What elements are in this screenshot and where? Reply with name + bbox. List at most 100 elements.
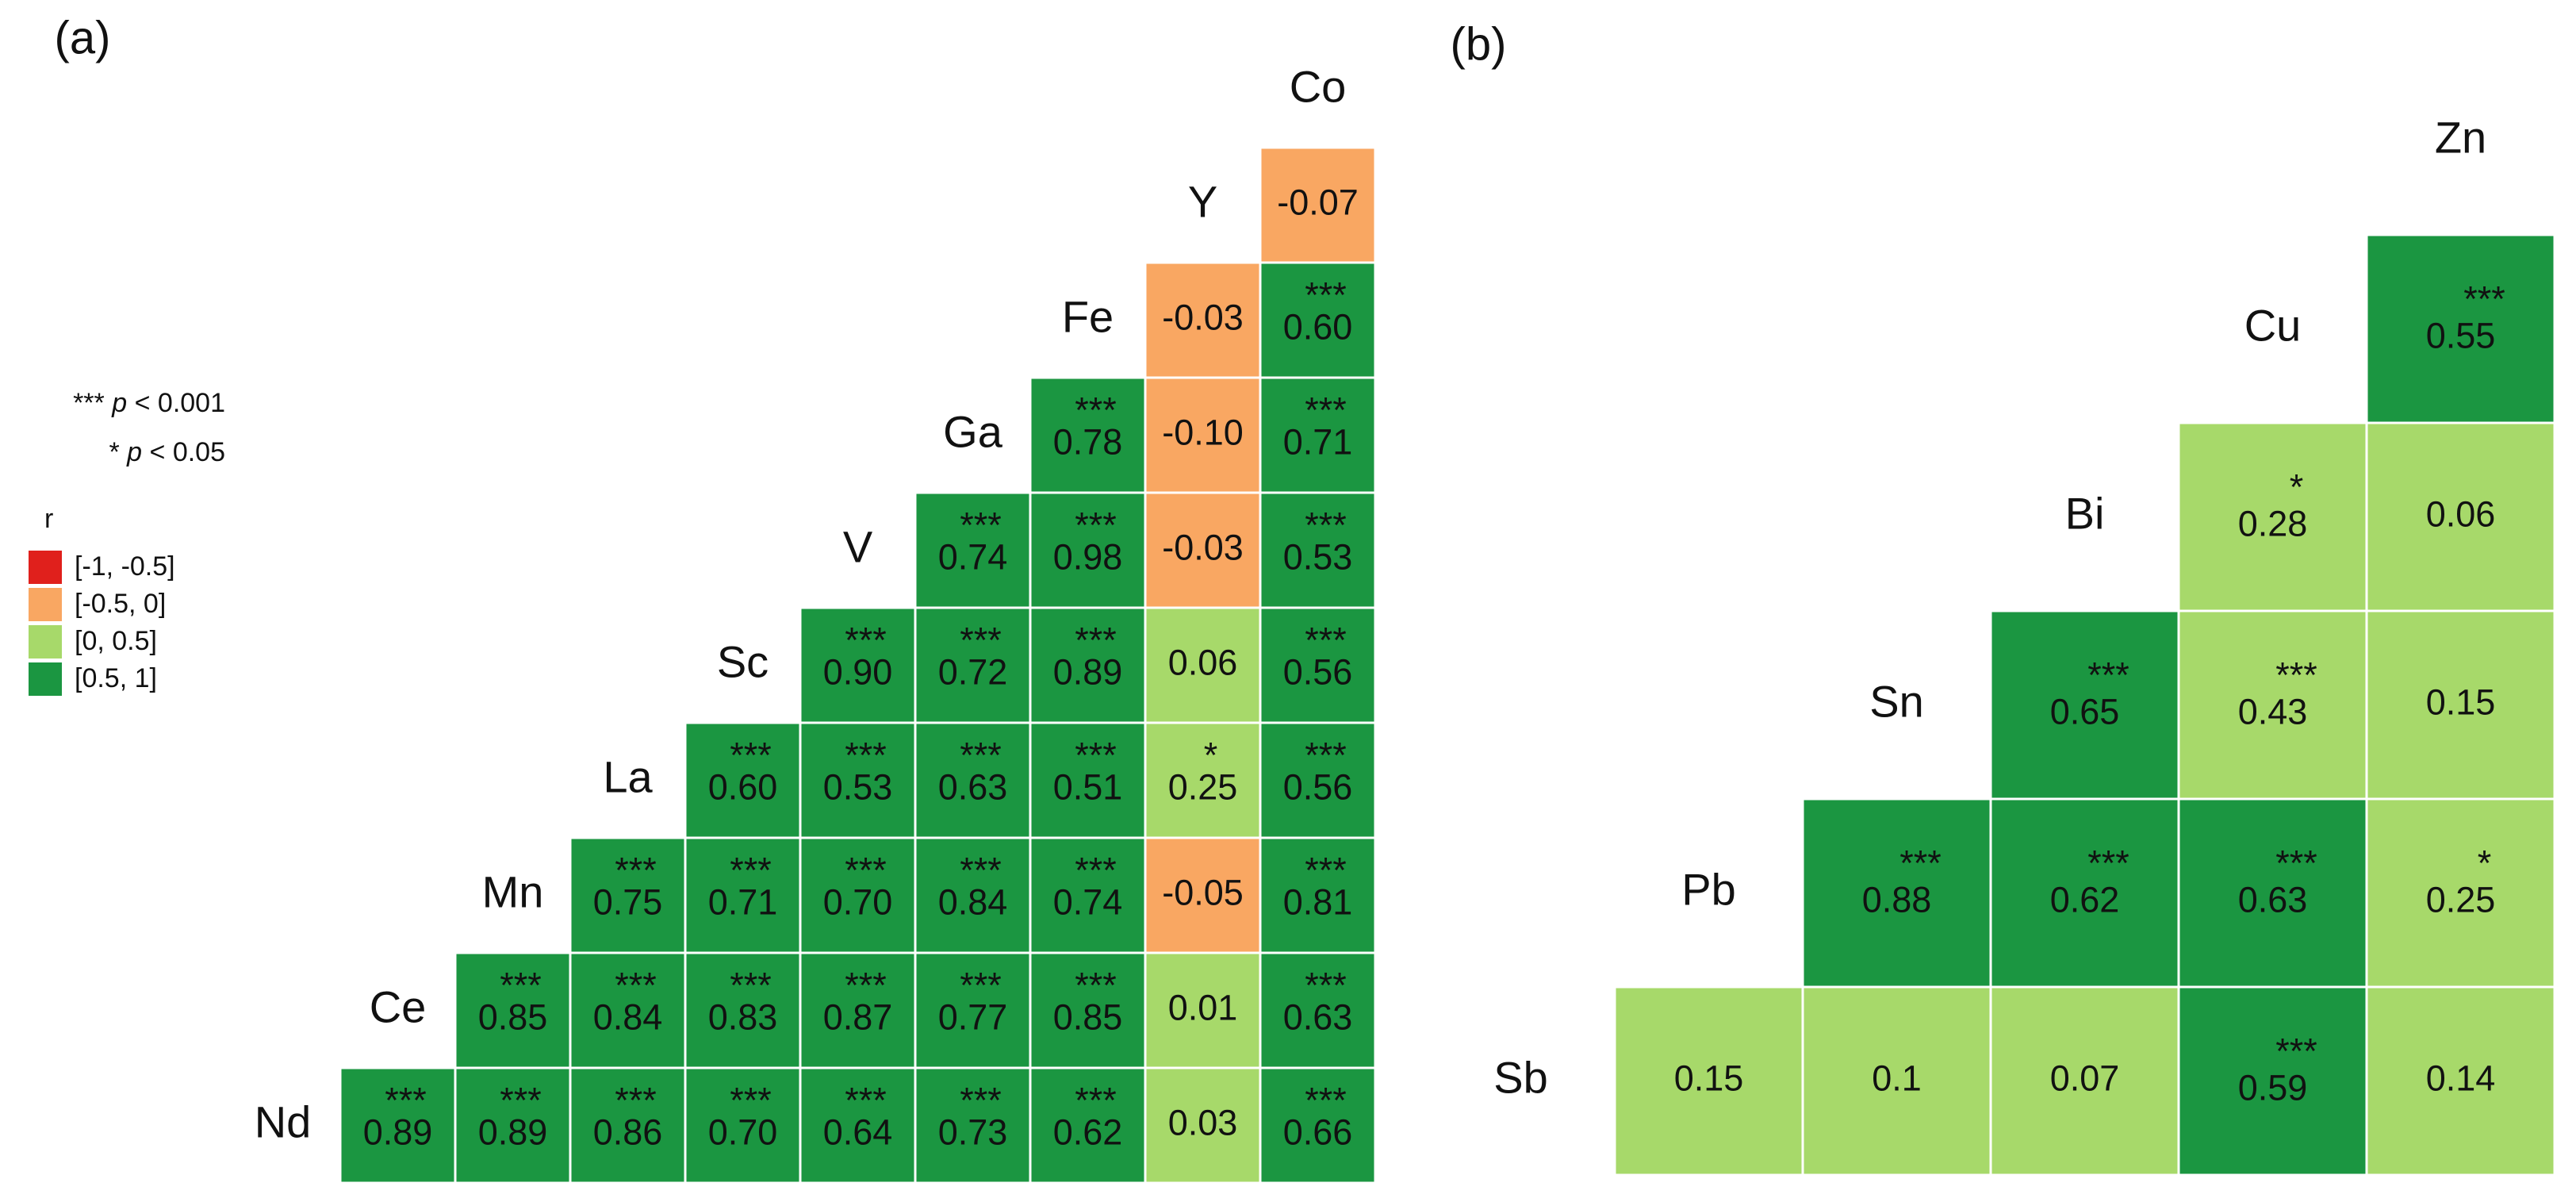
cell [454,951,572,1069]
cell-value: 0.88 [1862,879,1932,920]
cell [799,1066,917,1185]
significance-stars: *** [2087,843,2129,883]
significance-stars: *** [845,735,887,775]
cell [684,721,802,839]
cell-value: 0.85 [478,996,548,1037]
significance-stars: *** [1305,965,1347,1005]
significance-stars: *** [2275,843,2317,883]
cell-value: 0.78 [1053,421,1123,462]
significance-stars: *** [730,965,772,1005]
cell-value: 0.06 [2426,493,2496,534]
cell-value: 0.07 [2050,1058,2120,1098]
cell [799,606,917,724]
cell [684,1066,802,1185]
cell [1029,376,1147,494]
cell [1144,836,1262,954]
significance-stars: *** [2463,278,2505,319]
cell-value: -0.07 [1277,182,1359,222]
cell [1029,721,1147,839]
variable-label: Bi [2065,488,2105,538]
legend-label: [0, 0.5] [75,626,157,656]
significance-legend: * p < 0.05 [109,437,225,467]
variable-label: Nd [255,1096,312,1146]
cell-value: 0.81 [1283,881,1353,922]
cell-value: 0.56 [1283,766,1353,807]
significance-stars: *** [730,1080,772,1120]
cell-value: 0.84 [938,881,1008,922]
cell-value: -0.03 [1162,297,1244,337]
variable-label: Sn [1869,676,1924,726]
significance-stars: *** [615,1080,657,1120]
cell-value: 0.62 [2050,879,2120,920]
cell-value: 0.60 [708,766,778,807]
significance-stars: *** [1075,735,1117,775]
significance-stars: *** [960,505,1002,545]
cell-value: 0.53 [823,766,893,807]
variable-label: Mn [482,866,544,916]
cell [684,951,802,1069]
significance-stars: * [1204,735,1218,775]
cell [1029,606,1147,724]
significance-stars: *** [1899,843,1942,883]
panel-label: (b) [1451,18,1507,70]
significance-stars: *** [2275,1031,2317,1071]
significance-stars: *** [730,850,772,890]
significance-stars: *** [1305,850,1347,890]
stars: *** [73,388,105,418]
cell [1989,609,2180,801]
cell-value: 0.71 [708,881,778,922]
variable-label: Fe [1062,291,1114,341]
cell [1259,606,1377,724]
cell-value: 0.72 [938,651,1008,692]
cell [1029,491,1147,609]
cell-value: 0.65 [2050,691,2120,731]
cell-value: 0.51 [1053,766,1123,807]
cell [914,1066,1032,1185]
cell-value: 0.15 [2426,682,2496,722]
cell [1801,797,1992,989]
cell-value: 0.43 [2238,691,2308,731]
cell-value: 0.25 [1168,766,1238,807]
variable-label: Sb [1493,1052,1548,1102]
stars: * [109,437,119,467]
variable-label: Zn [2435,112,2486,162]
cell-value: 0.87 [823,996,893,1037]
cell-value: 0.62 [1053,1112,1123,1152]
significance-stars: *** [960,735,1002,775]
significance-stars: *** [845,1080,887,1120]
cell-value: 0.85 [1053,996,1123,1037]
significance-stars: * [2290,467,2304,507]
cell [799,836,917,954]
cell-value: 0.59 [2238,1067,2308,1108]
cell [1259,376,1377,494]
cell-value: 0.03 [1168,1102,1238,1142]
variable-label: Pb [1681,864,1736,914]
significance-stars: *** [1075,1080,1117,1120]
significance-stars: *** [1305,275,1347,315]
cell-value: 0.66 [1283,1112,1353,1152]
cell-value: 0.15 [1674,1058,1744,1098]
significance-stars: *** [1305,390,1347,430]
cell-value: 0.14 [2426,1058,2496,1098]
significance-stars: *** [2087,655,2129,695]
cell-value: 0.89 [363,1112,433,1152]
significance-stars: * [2478,843,2492,883]
significance-stars: *** [1305,505,1347,545]
cell-value: -0.03 [1162,527,1244,567]
cell-value: 0.53 [1283,536,1353,577]
cell-value: 0.01 [1168,987,1238,1027]
cell-value: 0.86 [593,1112,663,1152]
legend-swatch [29,662,62,696]
significance-stars: *** [845,620,887,660]
cell [2177,985,2368,1177]
cell-value: 0.90 [823,651,893,692]
cell [1259,1066,1377,1185]
significance-legend: *** p < 0.001 [73,388,225,418]
significance-stars: *** [845,850,887,890]
cell [2177,421,2368,612]
cell [1259,146,1377,264]
cell [1259,951,1377,1069]
cell-value: 0.98 [1053,536,1123,577]
p-symbol: p [126,437,142,467]
variable-label: Ga [943,406,1003,456]
